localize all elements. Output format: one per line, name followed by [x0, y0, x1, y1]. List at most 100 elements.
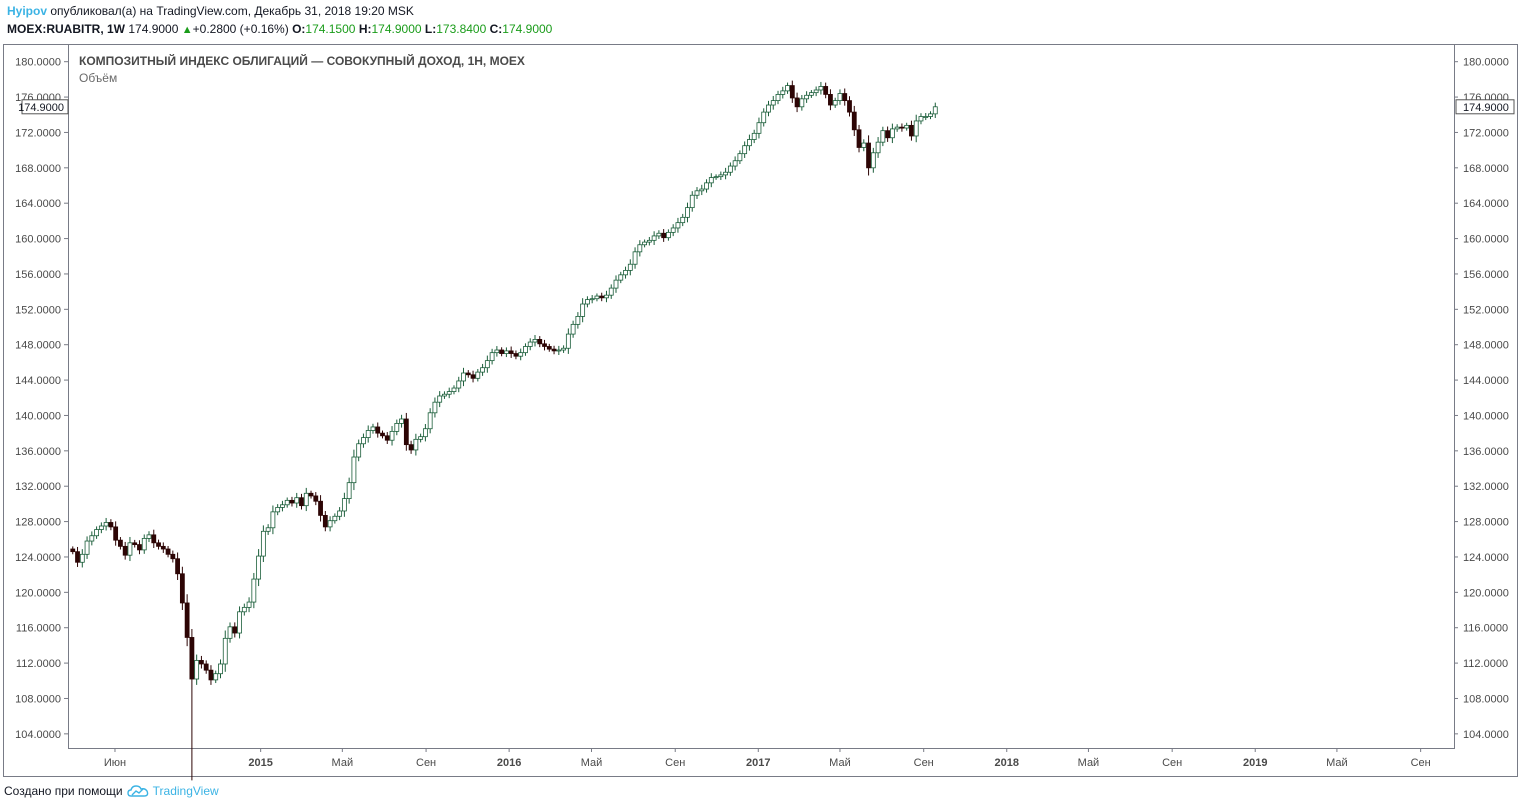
y-tick-label-right: 112.0000 [1463, 658, 1508, 670]
candle-body [828, 94, 833, 106]
candle-body [913, 120, 919, 137]
candle-body [384, 435, 390, 441]
open-value: 174.1500 [305, 22, 356, 36]
y-tick-label-right: 168.0000 [1463, 163, 1509, 175]
y-tick-label-right: 172.0000 [1463, 127, 1509, 139]
candle-body [222, 637, 228, 665]
candle-body [256, 555, 262, 580]
candle-body [542, 343, 547, 347]
candle-body [756, 122, 762, 134]
candle-body [785, 85, 790, 92]
y-tick-label-left: 180.0000 [15, 57, 61, 69]
candle-body [227, 626, 233, 639]
candle-body [103, 522, 109, 527]
candle-body [318, 500, 323, 516]
candle-body [160, 545, 166, 550]
x-tick-label: 2019 [1243, 757, 1267, 769]
footer-brand[interactable]: TradingView [152, 784, 219, 798]
candle-body [294, 497, 300, 504]
y-tick-label-right: 108.0000 [1463, 693, 1509, 705]
candle-body [370, 426, 376, 431]
candle-body [437, 395, 443, 403]
candle-body [98, 525, 104, 530]
candle-body [427, 412, 433, 430]
candle-body [251, 578, 257, 603]
candle-body [637, 244, 643, 253]
candle-body [322, 514, 328, 528]
tradingview-cloud-icon [126, 785, 148, 797]
outer-frame [3, 44, 1518, 777]
y-tick-label-left: 120.0000 [15, 587, 61, 599]
x-tick-label: 2015 [248, 757, 272, 769]
y-tick-label-left: 140.0000 [15, 410, 61, 422]
candle-body [708, 177, 714, 184]
last-price-label-right: 174.9000 [1455, 99, 1515, 115]
candle-body [399, 418, 404, 424]
candle-body [137, 544, 142, 551]
candle-body [918, 116, 924, 122]
candle-body [694, 190, 700, 196]
candle-body [232, 626, 238, 634]
last-price-box-right [1455, 99, 1515, 115]
candle-body [494, 349, 500, 354]
candle-body [346, 482, 352, 499]
candle-body [899, 126, 905, 129]
candle-body [108, 522, 114, 528]
candle-body [446, 391, 452, 395]
x-tick-label: Май [581, 757, 603, 769]
candle-body [794, 97, 800, 108]
candle-body [732, 160, 738, 167]
candle-body [713, 176, 719, 179]
candle-body [780, 90, 786, 95]
y-tick-label-left: 112.0000 [16, 658, 61, 670]
candle-body [851, 111, 857, 131]
x-tick-label: Сен [914, 757, 934, 769]
symbol-name: MOEX:RUABITR, 1W [7, 22, 125, 36]
candle-body [289, 499, 295, 504]
candle-body [565, 333, 571, 349]
candle-body [556, 349, 562, 352]
candle-body [175, 558, 181, 575]
low-value: 173.8400 [436, 22, 487, 36]
candle-body [727, 165, 733, 173]
candle-body [699, 188, 705, 192]
candle-body [604, 294, 609, 299]
candle-body [909, 124, 914, 137]
candle-body [475, 371, 481, 379]
candle-body [280, 504, 285, 508]
candle-body [489, 352, 495, 362]
y-tick-label-left: 152.0000 [15, 304, 61, 316]
candle-body [847, 100, 852, 113]
candle-body [170, 553, 176, 560]
author-link[interactable]: Hyipov [7, 4, 48, 18]
y-tick-label-right: 120.0000 [1463, 587, 1509, 599]
candle-body [89, 535, 95, 542]
candle-body [770, 100, 776, 106]
publish-text: опубликовал(а) на TradingView.com, Декаб… [50, 4, 414, 18]
chart-title: КОМПОЗИТНЫЙ ИНДЕКС ОБЛИГАЦИЙ — СОВОКУПНЫ… [79, 53, 525, 68]
candle-body [685, 207, 690, 218]
y-tick-label-right: 116.0000 [1463, 623, 1508, 635]
candle-body [75, 551, 80, 563]
candle-body [356, 443, 362, 458]
candle-body [804, 94, 810, 100]
candle-body [422, 428, 428, 438]
x-tick-label: Сен [1162, 757, 1182, 769]
candle-body [704, 182, 709, 190]
symbol-info: MOEX:RUABITR, 1W 174.9000 ▲+0.2800 (+0.1… [7, 22, 552, 36]
candle-body [218, 663, 223, 675]
y-tick-label-right: 152.0000 [1463, 304, 1509, 316]
candle-body [127, 542, 133, 556]
candle-body [113, 526, 119, 541]
candle-body [432, 401, 438, 414]
candle-body [313, 495, 319, 502]
candle-body [689, 194, 695, 209]
candle-body [666, 231, 671, 239]
candle-body [551, 348, 557, 352]
candle-body [203, 663, 209, 671]
last-price-label-left: 174.9000 [18, 99, 69, 115]
candle-body [341, 498, 347, 512]
candle-body [932, 106, 938, 115]
candle-body [208, 669, 214, 681]
